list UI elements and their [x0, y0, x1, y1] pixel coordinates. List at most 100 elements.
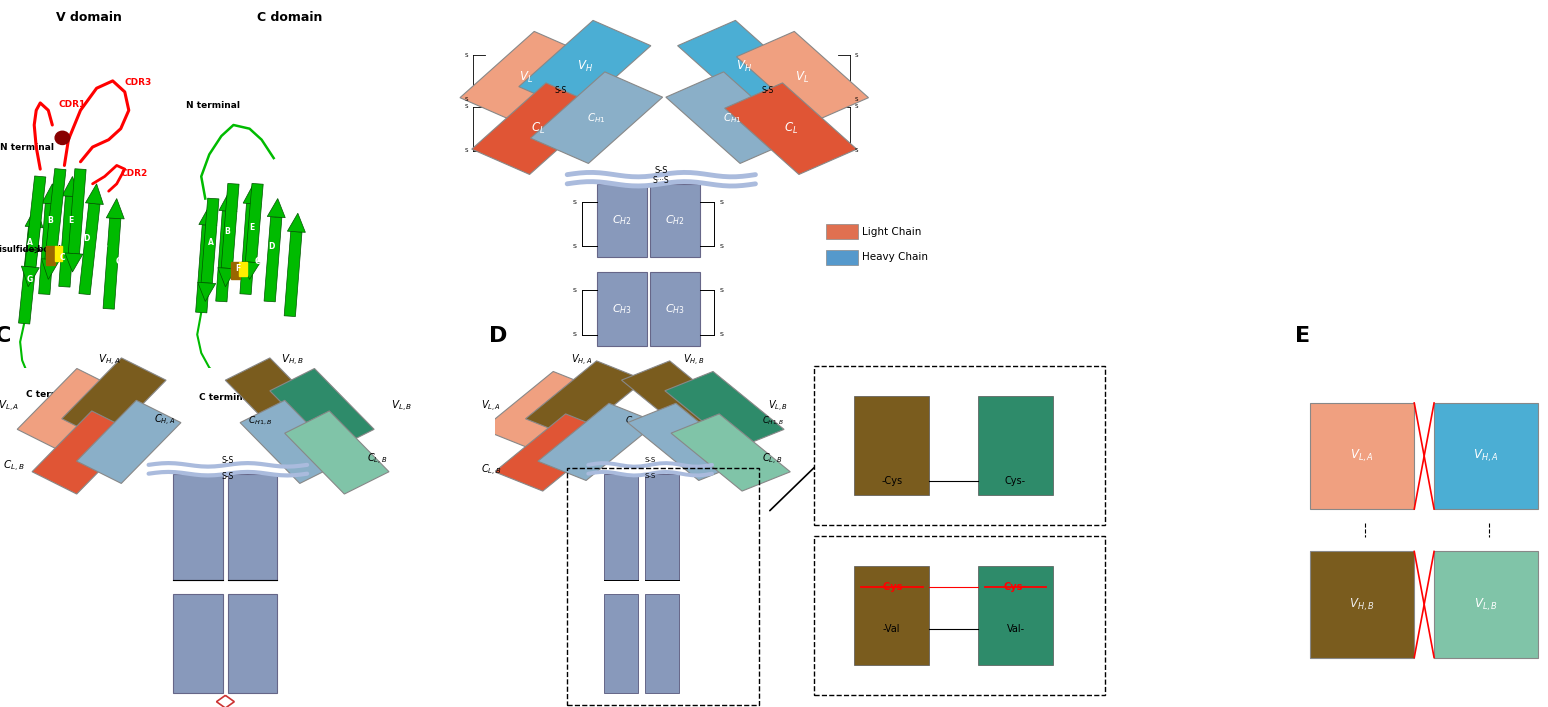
Bar	[1310, 403, 1415, 509]
Text: CDR3: CDR3	[125, 78, 152, 86]
Polygon shape	[268, 199, 285, 218]
Polygon shape	[42, 184, 60, 204]
Text: S-S: S-S	[221, 472, 234, 481]
Text: D: D	[489, 327, 508, 346]
Text: V domain: V domain	[56, 11, 121, 24]
Polygon shape	[288, 214, 305, 233]
Text: Cys-: Cys-	[1003, 582, 1028, 592]
Bar	[1310, 551, 1415, 658]
Bar	[604, 594, 638, 693]
Text: S: S	[854, 52, 858, 58]
Bar	[173, 474, 223, 580]
Polygon shape	[62, 177, 80, 197]
Polygon shape	[42, 259, 59, 279]
Text: $C_{H3}$: $C_{H3}$	[611, 302, 632, 316]
Text: S: S	[854, 148, 858, 153]
Text: $C_{L,B}$: $C_{L,B}$	[3, 459, 25, 474]
Text: CDR1: CDR1	[59, 100, 85, 109]
Polygon shape	[537, 403, 658, 481]
Text: $C_{L}$: $C_{L}$	[531, 121, 545, 136]
Text: E: E	[249, 223, 254, 233]
Polygon shape	[104, 218, 121, 309]
Circle shape	[56, 132, 70, 144]
Text: $V_{L,B}$: $V_{L,B}$	[768, 399, 788, 414]
Text: -Val: -Val	[882, 624, 901, 634]
Bar	[240, 262, 246, 276]
Polygon shape	[243, 184, 262, 204]
Bar	[1433, 403, 1539, 509]
Polygon shape	[494, 414, 615, 491]
Bar	[596, 272, 647, 346]
Text: S: S	[854, 97, 858, 102]
Text: $C_{H1,B}$: $C_{H1,B}$	[248, 414, 272, 427]
Text: -Cys: -Cys	[879, 582, 904, 592]
Text: $C_{L,B}$: $C_{L,B}$	[367, 452, 387, 467]
Polygon shape	[285, 411, 389, 494]
Text: $V_{L,A}$: $V_{L,A}$	[481, 399, 502, 414]
Text: E: E	[68, 216, 73, 225]
Text: B: B	[224, 227, 231, 236]
Text: S-S: S-S	[554, 86, 567, 95]
Text: B: B	[48, 216, 53, 225]
Text: S: S	[854, 104, 858, 109]
Polygon shape	[246, 183, 263, 262]
Polygon shape	[17, 368, 121, 452]
Polygon shape	[531, 72, 663, 163]
Polygon shape	[79, 203, 101, 295]
Text: S: S	[464, 104, 467, 109]
Polygon shape	[460, 31, 591, 123]
Text: S: S	[573, 244, 577, 249]
Text: C terminal: C terminal	[26, 390, 79, 399]
Polygon shape	[22, 266, 39, 287]
Polygon shape	[215, 211, 234, 302]
Text: S-S: S-S	[644, 473, 656, 479]
Polygon shape	[240, 204, 257, 294]
Text: C: C	[255, 257, 260, 266]
Text: $V_{H,B}$: $V_{H,B}$	[683, 353, 704, 368]
Text: S: S	[464, 52, 467, 58]
Text: $V_{L}$: $V_{L}$	[519, 70, 533, 85]
Bar	[646, 474, 680, 580]
Text: D: D	[268, 242, 276, 251]
Polygon shape	[226, 358, 330, 441]
Text: $V_{L}$: $V_{L}$	[796, 70, 810, 85]
Polygon shape	[198, 282, 215, 301]
Text: A: A	[28, 238, 33, 247]
Text: $C_{H,A}$: $C_{H,A}$	[153, 413, 175, 428]
Text: $C_{H1,B}$: $C_{H1,B}$	[762, 414, 785, 427]
Text: $V_{H,A}$: $V_{H,A}$	[1474, 448, 1498, 464]
Text: S: S	[720, 288, 723, 293]
Bar	[978, 566, 1053, 665]
Polygon shape	[25, 176, 46, 267]
Polygon shape	[285, 231, 302, 317]
Bar	[46, 246, 56, 264]
Bar	[228, 594, 277, 693]
Text: $C_{H2}$: $C_{H2}$	[664, 214, 684, 228]
FancyBboxPatch shape	[814, 536, 1105, 694]
Text: $C_{L,B}$: $C_{L,B}$	[481, 462, 502, 478]
Text: S: S	[720, 332, 723, 337]
Bar	[650, 184, 700, 257]
Text: Before Mutation: Before Mutation	[906, 371, 1014, 384]
Bar	[1433, 551, 1539, 658]
Text: S: S	[464, 148, 467, 153]
FancyBboxPatch shape	[814, 366, 1105, 525]
Text: G: G	[26, 275, 34, 284]
Polygon shape	[627, 403, 748, 481]
Text: C domain: C domain	[257, 11, 322, 24]
Text: C': C'	[101, 245, 108, 255]
Text: $C_{H1}$: $C_{H1}$	[587, 111, 605, 124]
Polygon shape	[85, 184, 104, 204]
Text: $C_{H1}$: $C_{H1}$	[723, 111, 741, 124]
Text: S-S: S-S	[762, 86, 774, 95]
Text: A: A	[209, 238, 214, 247]
Text: S···S: S···S	[653, 176, 670, 185]
Polygon shape	[621, 361, 741, 438]
Polygon shape	[265, 216, 282, 302]
Text: N terminal: N terminal	[0, 143, 54, 151]
Polygon shape	[221, 183, 238, 269]
Text: C terminal: C terminal	[198, 393, 252, 402]
Text: $V_{L,A}$: $V_{L,A}$	[1350, 448, 1375, 464]
Polygon shape	[724, 83, 856, 175]
Text: S-S: S-S	[221, 456, 234, 464]
